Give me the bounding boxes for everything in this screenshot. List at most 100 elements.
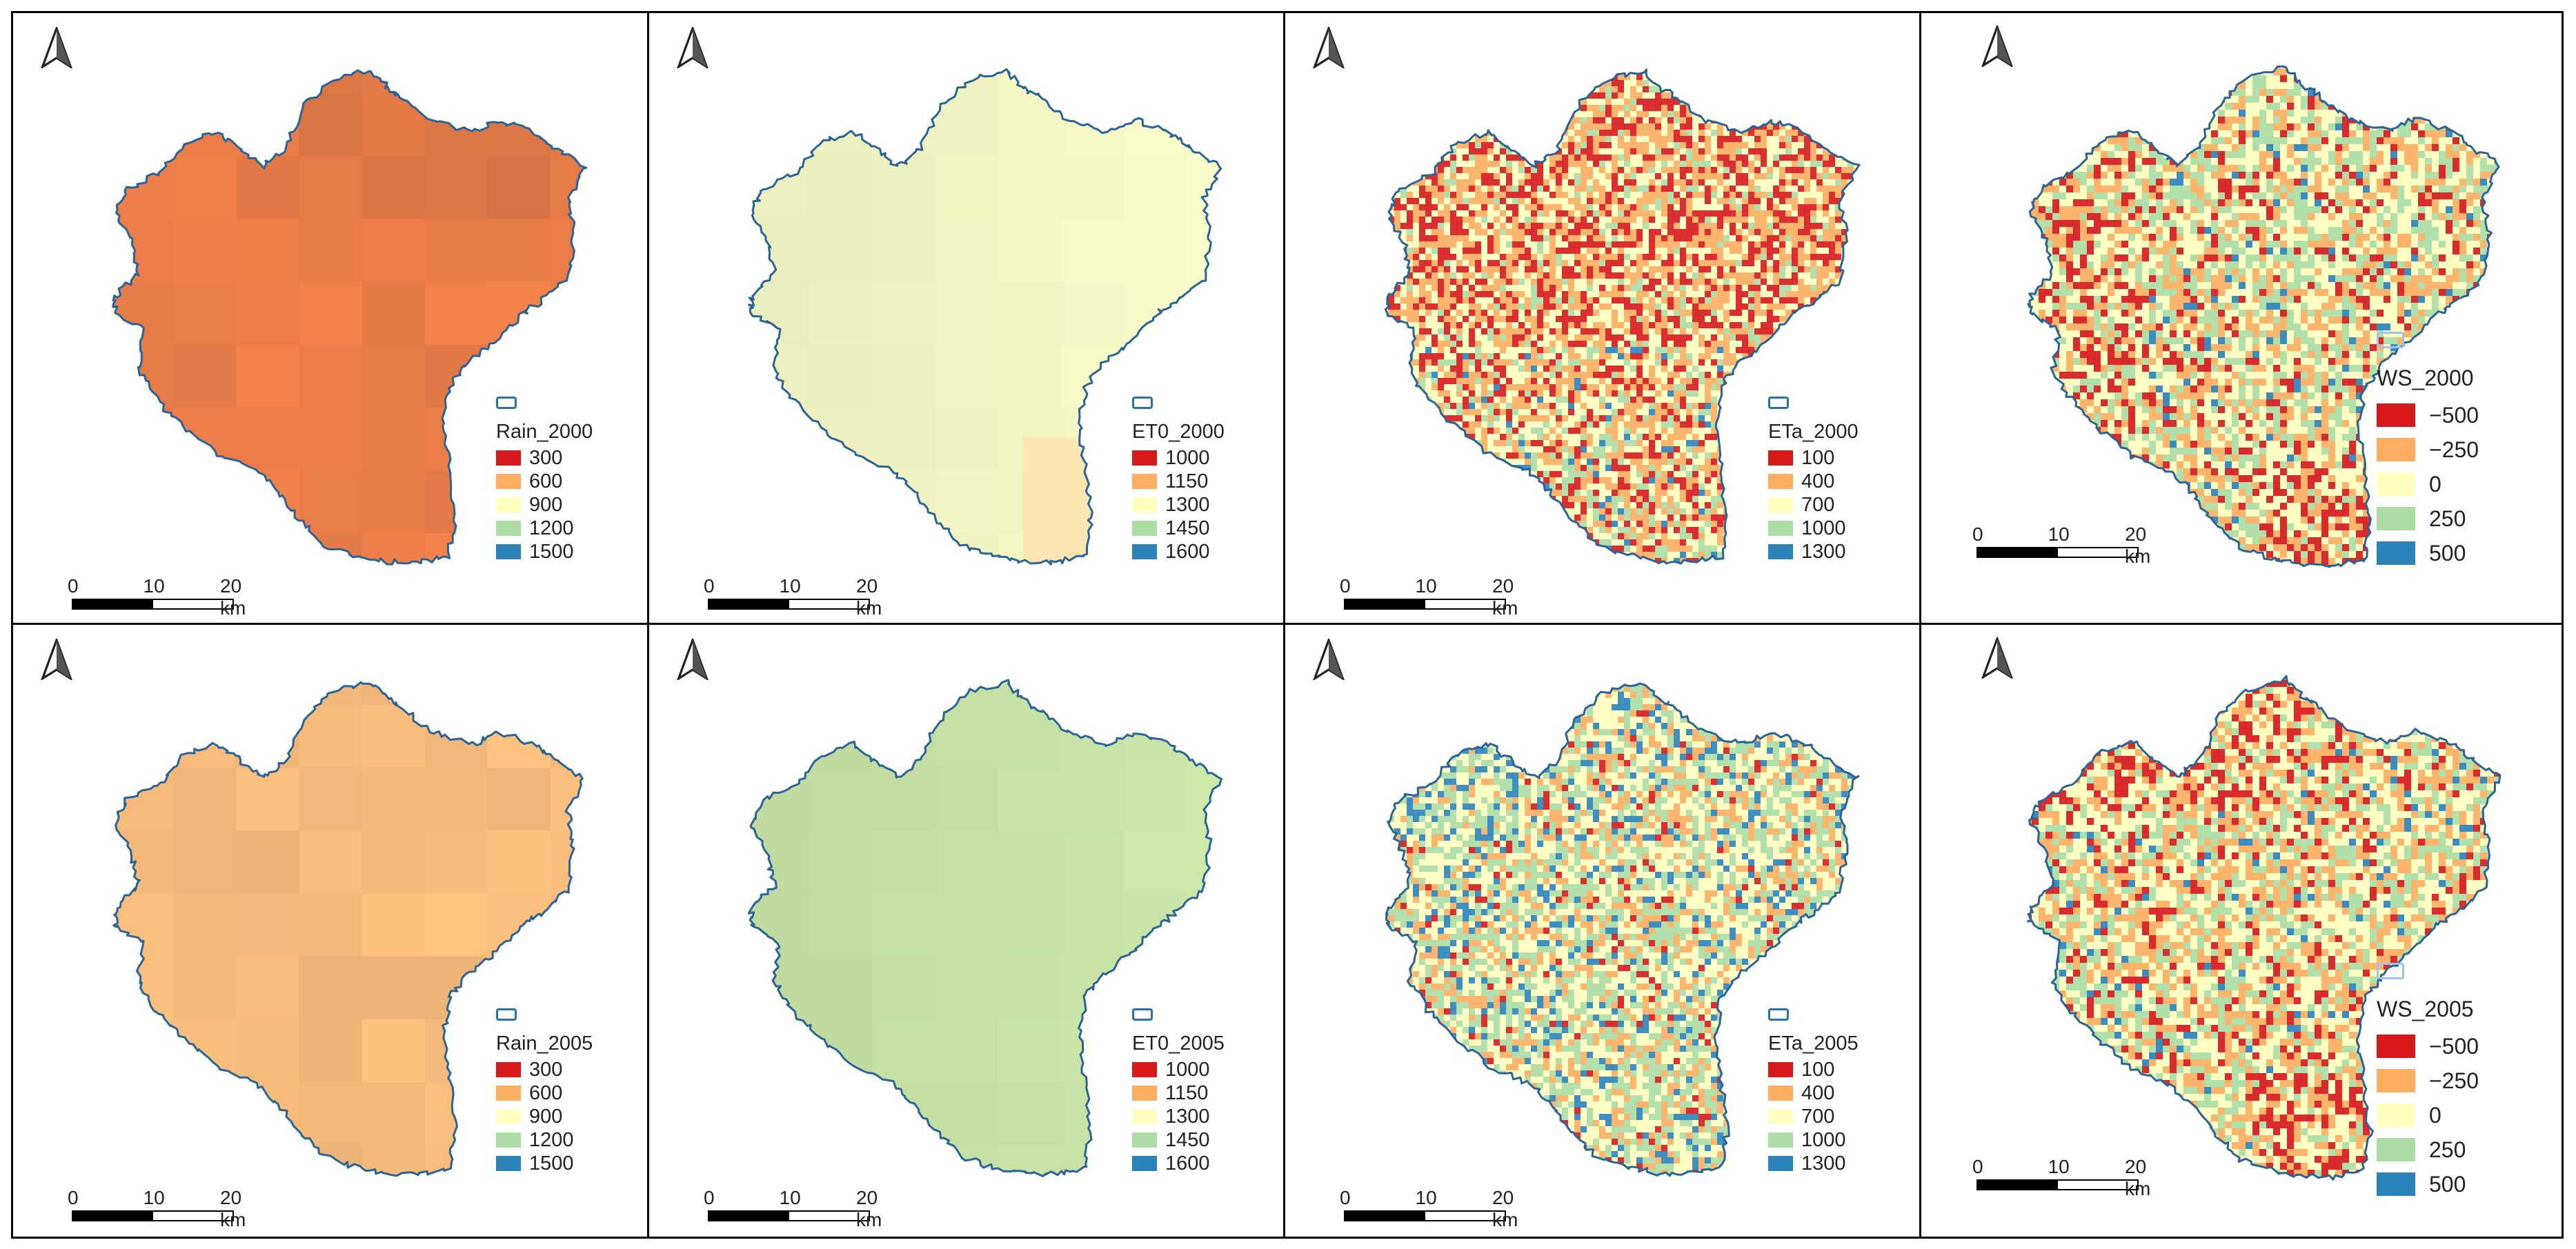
legend-swatch [2377,1035,2415,1058]
scale-bar: 0 10 20 km [68,1187,246,1230]
legend-class-label: 250 [2429,1132,2466,1167]
basin-map [2026,675,2501,1181]
legend-class-label: 1450 [1165,517,1210,540]
legend: ET0_2000 1000 1150 1300 1450 1600 [1132,397,1225,563]
legend-class-4: 1600 [1132,540,1225,563]
legend-layer-symbol [1132,1008,1153,1021]
map-panel-rain-2000: Rain_2000 300 600 900 1200 1500 0 10 20 km [13,13,649,625]
legend-swatch [496,521,521,536]
legend-swatch [1768,450,1793,466]
legend: WS_2005 −500 −250 0 250 500 [2377,963,2479,1201]
legend-swatch [2377,1172,2415,1196]
legend-class-0: 1000 [1132,1058,1225,1081]
scale-label: 20 km [220,575,246,619]
legend-class-0: 300 [496,446,593,470]
legend-class-label: −250 [2429,432,2479,467]
legend-class-label: 300 [529,446,562,470]
scale-bar: 0 10 20 km [1972,1156,2150,1199]
legend-layer-symbol [2377,332,2404,348]
legend-swatch [1132,474,1157,489]
legend-class-3: 1000 [1768,517,1859,540]
scale-label: 10 [143,575,165,597]
map-panel-ws-2005: WS_2005 −500 −250 0 250 500 0 10 20 km [1921,625,2562,1237]
legend-class-label: 700 [1801,493,1834,517]
scale-bar: 0 10 20 km [68,575,246,619]
basin-map [748,679,1223,1177]
legend-swatch [1132,544,1157,559]
legend-swatch [1768,474,1793,489]
legend-swatch [496,474,521,489]
scale-label: 0 [68,575,79,597]
legend-class-1: 600 [496,1081,593,1105]
legend-class-3: 250 [2377,501,2479,536]
scale-label: 20 km [856,1187,882,1231]
legend-class-3: 250 [2377,1132,2479,1167]
legend-class-label: 1600 [1165,540,1210,563]
scale-label: 10 [1416,1187,1437,1209]
scale-label: 10 [780,1187,801,1209]
scale-bar: 0 10 20 km [1340,1187,1518,1230]
legend-class-label: 1000 [1801,517,1846,540]
legend-swatch [1132,1062,1157,1077]
legend-class-2: 900 [496,493,593,517]
legend-title: WS_2005 [2377,992,2479,1026]
legend-layer-symbol [1768,397,1789,409]
legend-class-3: 1450 [1132,1128,1225,1152]
legend-class-1: −250 [2377,1063,2479,1098]
legend-class-label: 500 [2429,1167,2466,1201]
north-arrow-icon [677,639,709,680]
legend-class-label: 1500 [529,1152,574,1175]
legend-class-label: 1200 [529,1128,574,1152]
legend-layer-symbol [2377,963,2404,979]
legend-title: Rain_2005 [496,1032,593,1055]
legend-class-label: 300 [529,1058,562,1081]
legend-class-2: 700 [1768,1105,1859,1128]
legend-class-2: 1300 [1132,493,1225,517]
legend-class-4: 1500 [496,1152,593,1175]
legend-swatch [2377,1069,2415,1092]
legend-class-label: 1450 [1165,1128,1210,1152]
legend-class-label: 600 [529,470,562,493]
legend-swatch [1132,1109,1157,1124]
north-arrow-icon [1313,639,1345,680]
legend-class-0: 100 [1768,446,1859,470]
legend-class-label: 400 [1801,470,1834,493]
legend-class-0: 300 [496,1058,593,1081]
legend-swatch [1768,544,1793,559]
legend-class-label: 600 [529,1081,562,1105]
legend-class-label: 1300 [1801,1152,1846,1175]
legend-class-1: −250 [2377,432,2479,467]
legend-swatch [1132,1132,1157,1148]
legend-swatch [496,1109,521,1124]
legend-swatch [2377,1138,2415,1161]
scale-label: 0 [704,1187,715,1209]
legend-class-label: 900 [529,493,562,517]
legend-swatch [2377,438,2415,461]
scale-label: 0 [704,575,715,597]
legend-class-label: 400 [1801,1081,1834,1105]
legend: ETa_2005 100 400 700 1000 1300 [1768,1008,1859,1175]
legend-class-label: 1600 [1165,1152,1210,1175]
legend-swatch [1768,1132,1793,1148]
scale-bar: 0 10 20 km [1340,575,1518,619]
legend-swatch [1132,497,1157,512]
map-panel-ws-2000: WS_2000 −500 −250 0 250 500 0 10 20 km [1921,13,2562,625]
legend-swatch [2377,403,2415,427]
legend: Rain_2005 300 600 900 1200 1500 [496,1008,593,1175]
legend-swatch [496,497,521,512]
map-panel-grid: Rain_2000 300 600 900 1200 1500 0 10 20 km ET0_20… [11,11,2564,1239]
legend-swatch [2377,1103,2415,1127]
north-arrow-icon [1981,637,2013,679]
basin-map [2027,65,2500,568]
legend-class-label: 1000 [1165,1058,1210,1081]
legend-class-3: 1450 [1132,517,1225,540]
scale-bar: 0 10 20 km [704,575,882,619]
legend-class-label: 250 [2429,501,2466,536]
legend-title: ET0_2000 [1132,420,1225,443]
basin-map [1385,682,1860,1177]
legend-class-4: 500 [2377,536,2479,570]
legend-class-label: 1000 [1801,1128,1846,1152]
basin-map [748,68,1222,566]
legend-swatch [1768,497,1793,512]
legend-class-4: 500 [2377,1167,2479,1201]
